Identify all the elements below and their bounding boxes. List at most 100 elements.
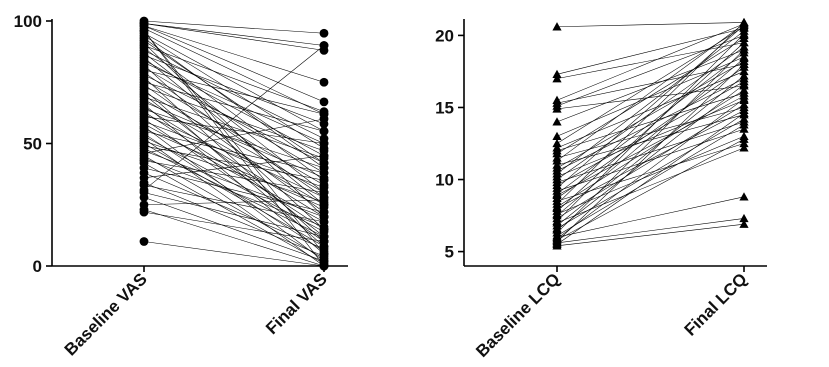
pair-line-43 [556, 124, 745, 236]
pair-line-32 [556, 110, 745, 209]
final-point-4 [319, 77, 329, 87]
final-point-29 [319, 126, 329, 136]
pair-line-35 [556, 58, 745, 216]
pair-line-14 [143, 45, 325, 112]
pair-line-44 [143, 118, 325, 242]
pair-line-27 [556, 95, 745, 196]
final-point-30 [739, 17, 749, 27]
pair-line-28 [556, 66, 745, 199]
pair-line-31 [556, 89, 745, 208]
y-tick-label: 10 [435, 171, 454, 190]
final-point-44 [739, 192, 749, 201]
pair-line-62 [143, 162, 325, 264]
pair-line-31 [143, 86, 325, 152]
pair-line-37 [556, 33, 745, 222]
pair-line-33 [143, 91, 325, 193]
pair-line-70 [143, 197, 325, 262]
final-point-49 [319, 168, 329, 178]
final-point-43 [739, 120, 749, 129]
baseline-point-50 [552, 241, 562, 250]
pair-line-34 [556, 136, 745, 215]
final-point-37 [739, 29, 749, 38]
y-tick-label: 0 [33, 257, 42, 276]
pair-line-34 [143, 94, 325, 237]
pair-line-35 [143, 96, 325, 159]
final-point-43 [319, 139, 329, 148]
final-point-74 [319, 261, 329, 271]
pair-line-46 [143, 123, 325, 223]
pair-line-16 [143, 50, 325, 139]
pair-line-23 [556, 81, 745, 186]
pair-line-42 [143, 113, 325, 198]
pair-line-6 [143, 28, 325, 115]
pair-line-19 [556, 30, 745, 174]
final-point-73 [319, 237, 329, 246]
pair-line-47 [556, 64, 745, 242]
pair-line-11 [556, 71, 745, 149]
pair-line-6 [556, 35, 745, 107]
final-point-40 [739, 114, 749, 123]
pair-line-57 [143, 150, 325, 218]
baseline-point-1 [552, 22, 562, 31]
pair-line-10 [556, 26, 745, 144]
pair-line-1 [556, 22, 745, 28]
pair-line-36 [556, 104, 745, 219]
y-tick-label: 20 [435, 26, 454, 45]
final-point-29 [739, 138, 749, 148]
pair-line-19 [143, 57, 325, 205]
x-category-label: Final VAS [262, 269, 331, 338]
baseline-point-13 [552, 148, 562, 158]
pair-line-48 [143, 128, 325, 208]
pair-line-39 [143, 106, 325, 218]
baseline-point-70 [139, 193, 149, 202]
pair-line-44 [556, 196, 745, 238]
final-point-36 [739, 99, 749, 109]
pair-line-63 [143, 167, 325, 213]
pair-line-45 [143, 121, 325, 188]
final-point-13 [739, 33, 749, 42]
pair-line-42 [556, 49, 745, 234]
final-point-55 [319, 175, 329, 185]
final-point-47 [739, 59, 749, 68]
chart-panel-1: 0 50 100 Baseline VAS Final VAS [14, 12, 348, 359]
x-category-label: Final LCQ [681, 269, 751, 339]
pair-line-12 [556, 92, 745, 151]
pair-line-3 [143, 23, 325, 51]
final-point-41 [739, 79, 749, 89]
pair-line-46 [556, 138, 745, 241]
final-point-38 [739, 143, 749, 152]
baseline-point-15 [552, 156, 562, 165]
pair-line-65 [143, 155, 325, 179]
final-point-31 [739, 85, 749, 94]
pair-line-12 [143, 40, 325, 164]
chart-panel-2: 5 10 15 20 Baseline LCQ Final LCQ [435, 17, 767, 361]
pair-line-29 [143, 81, 325, 132]
pair-line-66 [143, 182, 325, 257]
x-category-label: Baseline LCQ [472, 269, 564, 361]
final-point-25 [739, 124, 749, 133]
pair-line-41 [143, 111, 325, 230]
final-point-49 [739, 108, 749, 117]
pair-line-43 [143, 116, 325, 144]
pair-line-39 [556, 75, 745, 226]
final-point-42 [739, 45, 749, 54]
pair-line-15 [556, 23, 745, 162]
pair-line-55 [143, 145, 325, 181]
pair-line-8 [556, 49, 745, 123]
pair-line-60 [143, 157, 325, 228]
pair-line-27 [143, 77, 325, 242]
pair-line-22 [556, 121, 745, 183]
pair-line-45 [556, 98, 745, 239]
pair-line-41 [556, 84, 745, 231]
pair-line-18 [143, 55, 325, 125]
pair-line-73 [143, 211, 325, 242]
pair-line-28 [143, 79, 325, 186]
pair-line-15 [143, 47, 325, 181]
pair-line-9 [143, 33, 325, 132]
pair-line-40 [556, 118, 745, 229]
pair-line-1 [143, 20, 325, 34]
baseline-point-3 [552, 74, 562, 83]
pair-line-30 [143, 84, 325, 213]
